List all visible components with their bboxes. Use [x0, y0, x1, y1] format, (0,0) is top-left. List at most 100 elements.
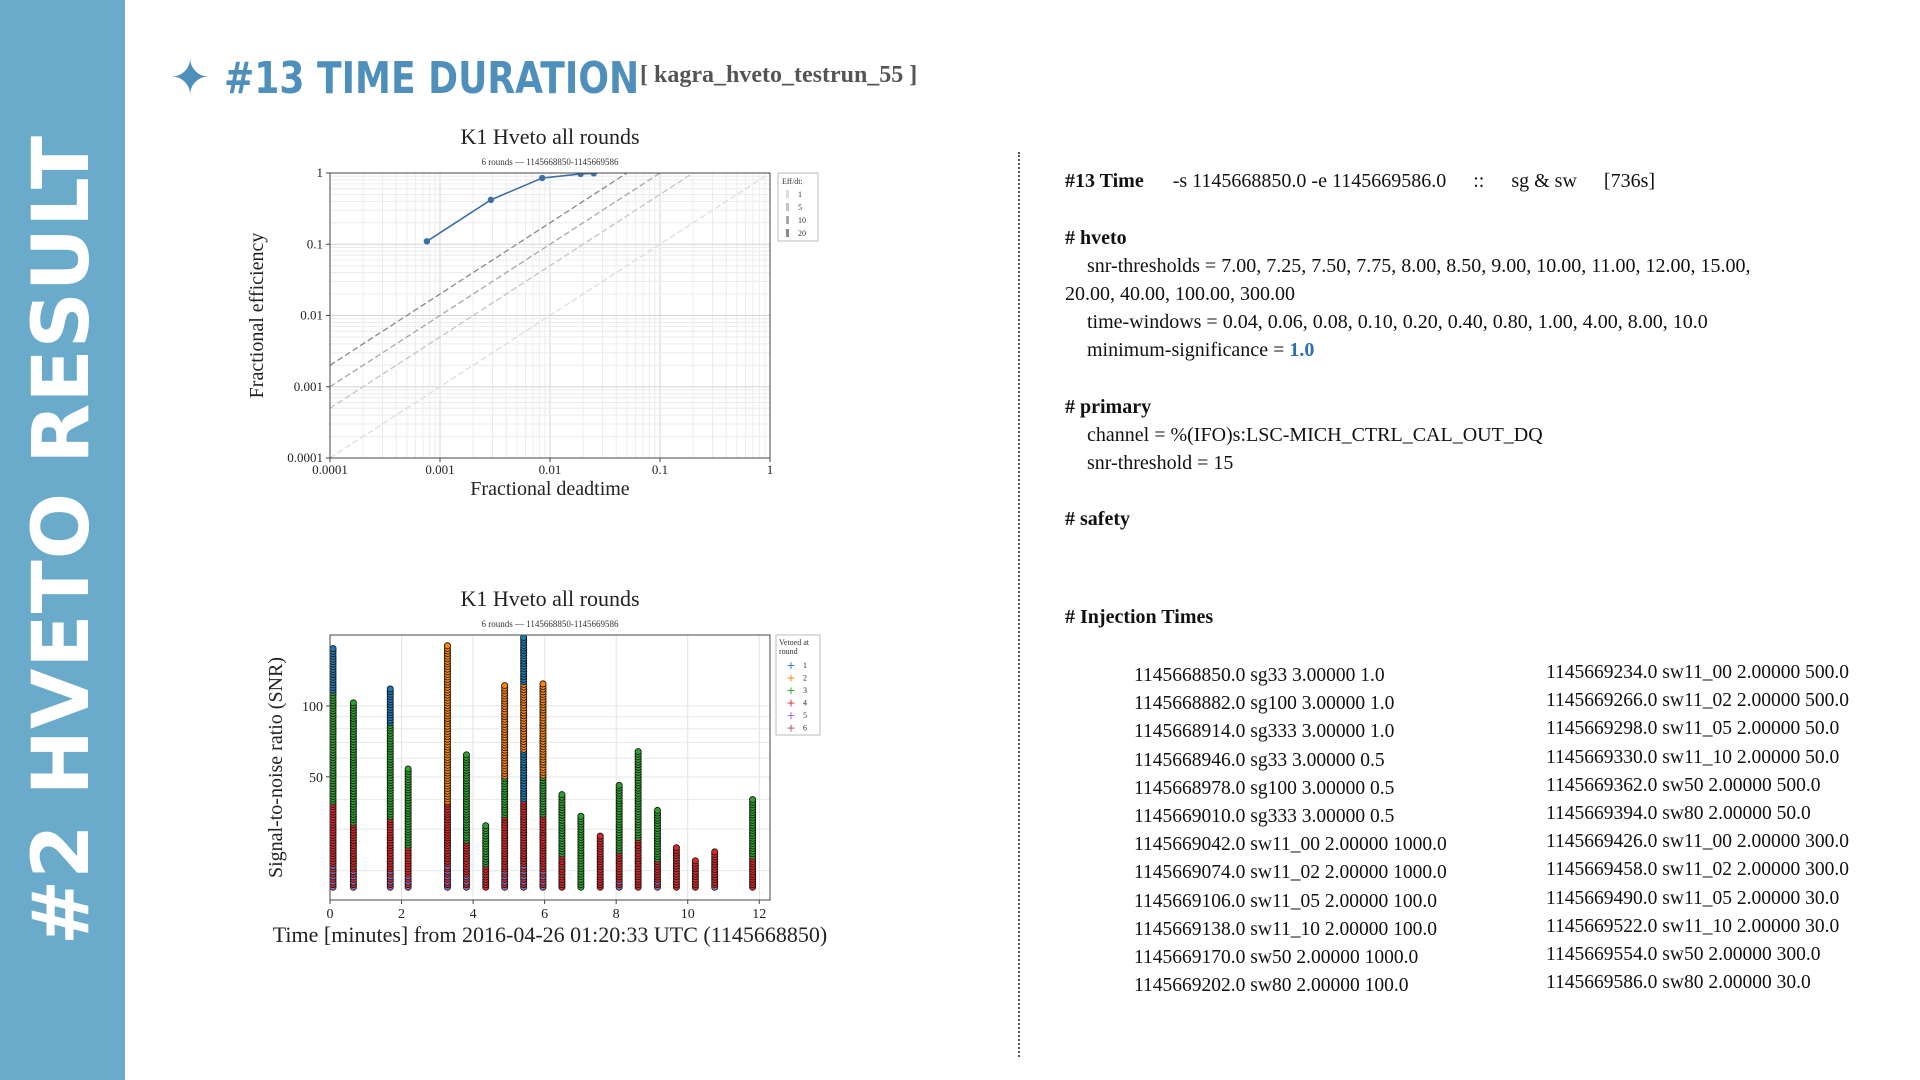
legend: Eff/dt: 1 5 10 20	[777, 172, 819, 242]
reference-line	[330, 173, 770, 458]
trigger-point	[653, 806, 661, 814]
trigger-column	[615, 781, 623, 891]
injection-entry: 1145669170.0 sw50 2.00000 1000.0	[1134, 947, 1419, 968]
efficiency-point	[487, 196, 495, 204]
trigger-column	[443, 642, 451, 891]
chart-subtitle: 6 rounds — 1145668850-1145669586	[481, 619, 619, 629]
x-tick-label: 6	[541, 907, 548, 922]
x-tick-label: 4	[470, 907, 477, 922]
injection-entry: 1145668946.0 sg33 3.00000 0.5	[1134, 749, 1385, 771]
trigger-column	[558, 791, 566, 891]
chart-title: K1 Hveto all rounds	[460, 586, 639, 611]
injection-entry: 1145669074.0 sw11_02 2.00000 1000.0	[1134, 862, 1447, 884]
y-tick-label: 0.1	[307, 236, 323, 251]
injection-entry: 1145669362.0 sw50 2.00000 500.0	[1546, 774, 1821, 796]
legend-swatch	[786, 203, 789, 211]
trigger-point	[672, 844, 680, 852]
x-tick-label: 0.01	[539, 462, 562, 477]
trigger-column	[462, 751, 470, 891]
plot-frame	[329, 634, 771, 901]
x-axis-label: Time [minutes] from 2016-04-26 01:20:33 …	[273, 922, 827, 947]
trigger-column	[749, 796, 757, 891]
legend-swatch	[786, 190, 789, 198]
time-line: #13 Time -s 1145668850.0 -e 1145669586.0…	[1065, 170, 1655, 193]
x-tick-label: 0.001	[425, 462, 454, 477]
y-tick-label: 0.01	[300, 308, 323, 323]
x-tick-label: 10	[681, 907, 695, 922]
efficiency-line	[426, 173, 594, 242]
x-tick-label: 0.1	[652, 462, 668, 477]
x-axis-label: Fractional deadtime	[470, 478, 630, 500]
legend-label: 4	[803, 699, 807, 708]
trigger-point	[615, 781, 623, 789]
trigger-point	[404, 765, 412, 773]
injection-entry: 1145669426.0 sw11_00 2.00000 300.0	[1546, 831, 1849, 853]
reference-line	[330, 173, 662, 388]
y-tick-label: 1	[317, 165, 324, 180]
legend-label: 3	[803, 686, 807, 695]
trigger-column	[482, 822, 490, 891]
min-sig-value: 1.0	[1289, 339, 1315, 361]
trigger-point	[596, 832, 604, 840]
time-range: -s 1145668850.0 -e 1145669586.0	[1172, 170, 1447, 192]
trigger-point	[349, 699, 357, 707]
trigger-column	[711, 848, 719, 891]
snr-threshold: snr-threshold = 15	[1087, 452, 1234, 474]
safety-header: # safety	[1065, 508, 1130, 530]
legend-title-cont: round	[779, 647, 798, 656]
trigger-column	[672, 844, 680, 891]
legend-title: Vetoed at	[779, 638, 810, 647]
trigger-point	[520, 635, 528, 642]
injection-entry: 1145668850.0 sg33 3.00000 1.0	[1134, 665, 1385, 686]
y-tick-label: 0.0001	[287, 450, 323, 465]
trigger-column	[653, 806, 661, 891]
efficiency-point	[423, 238, 431, 245]
hveto-header: # hveto	[1065, 227, 1127, 249]
y-axis-label: Fractional efficiency	[246, 233, 268, 399]
y-tick-label: 50	[309, 771, 323, 786]
trigger-point	[749, 796, 757, 804]
injection-entry: 1145668914.0 sg333 3.00000 1.0	[1134, 721, 1395, 743]
legend-marker: +	[786, 709, 795, 722]
efficiency-deadtime-chart: K1 Hveto all rounds 6 rounds — 1145668850…	[246, 124, 819, 500]
reference-line	[330, 173, 629, 366]
injection-entry: 1145669586.0 sw80 2.00000 30.0	[1546, 972, 1811, 994]
plot-area	[330, 635, 770, 900]
injection-entry: 1145669234.0 sw11_00 2.00000 500.0	[1546, 662, 1849, 683]
trigger-point	[634, 748, 642, 756]
injection-entry: 1145669298.0 sw11_05 2.00000 50.0	[1546, 718, 1840, 740]
efficiency-point	[539, 174, 546, 182]
legend-marker: +	[786, 697, 795, 710]
x-tick-label: 0.0001	[312, 462, 348, 477]
time-label: #13 Time	[1065, 170, 1144, 192]
trigger-column	[330, 645, 337, 891]
trigger-column	[349, 699, 357, 891]
injection-entry: 1145669490.0 sw11_05 2.00000 30.0	[1546, 887, 1840, 909]
snr-thresholds: snr-thresholds = 7.00, 7.25, 7.50, 7.75,…	[1087, 255, 1751, 277]
y-tick-label: 100	[302, 700, 323, 715]
title-row: ✦ #13 TIME DURATION	[170, 48, 731, 108]
trigger-column	[386, 685, 394, 891]
legend-label: 2	[803, 674, 807, 683]
injection-entry: 1145669138.0 sw11_10 2.00000 100.0	[1134, 918, 1437, 940]
page-subtitle: [ kagra_hveto_testrun_55 ]	[640, 62, 918, 88]
time-sep: ::	[1473, 170, 1485, 192]
trigger-column	[539, 680, 547, 891]
legend-label: 1	[798, 190, 802, 199]
y-axis-label: Signal-to-noise ratio (SNR)	[265, 657, 287, 878]
legend-swatch	[786, 216, 789, 224]
trigger-point	[443, 642, 451, 650]
min-sig-label: minimum-significance =	[1087, 339, 1290, 361]
legend-marker: +	[786, 659, 795, 672]
trigger-point	[462, 751, 470, 759]
injection-entry: 1145669554.0 sw50 2.00000 300.0	[1546, 944, 1821, 965]
legend-label: 5	[798, 203, 802, 212]
legend-label: 1	[803, 661, 807, 670]
trigger-point	[386, 685, 394, 693]
trigger-point	[711, 848, 719, 856]
star-icon: ✦	[170, 50, 211, 106]
chart-title: K1 Hveto all rounds	[460, 124, 639, 149]
trigger-point	[330, 645, 337, 653]
x-tick-label: 0	[327, 907, 334, 922]
